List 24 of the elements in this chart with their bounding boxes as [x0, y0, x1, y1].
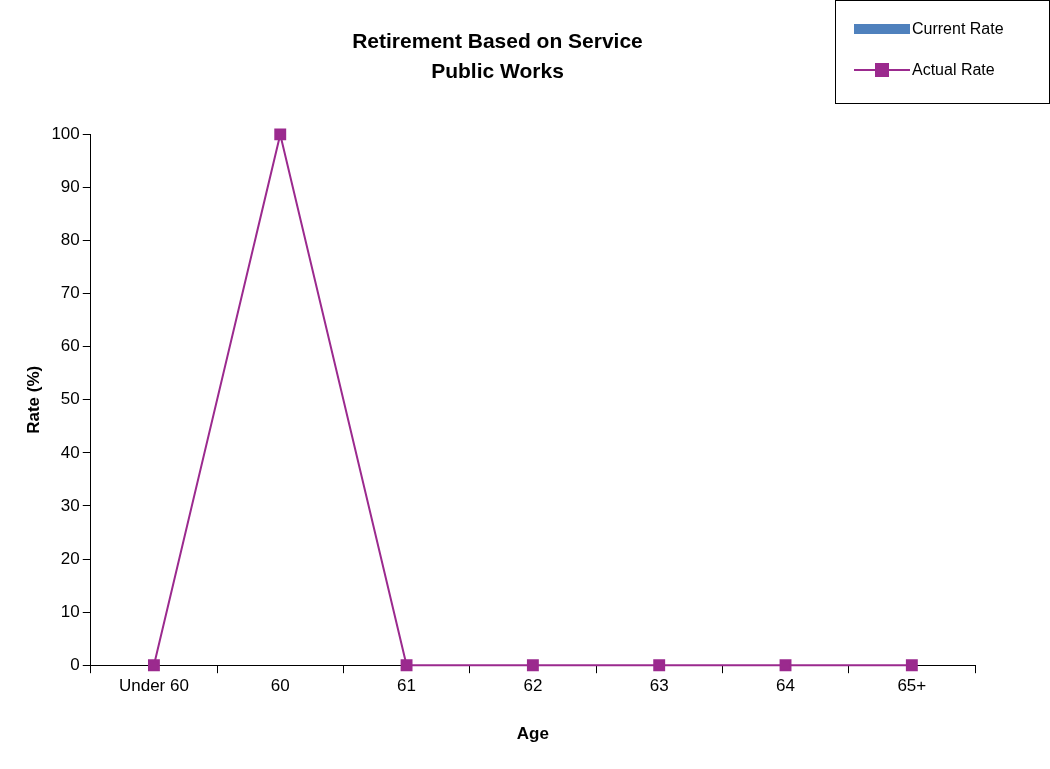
- y-tick-label: 60: [60, 336, 80, 356]
- y-tick-label: 80: [60, 230, 80, 250]
- legend-label: Current Rate: [912, 19, 1004, 38]
- x-tick-label: Under 60: [118, 676, 189, 696]
- y-tick-label: 70: [60, 283, 80, 303]
- chart-subtitle: Public Works: [431, 58, 564, 82]
- y-tick-label: 100: [51, 124, 80, 144]
- x-tick-label: 61: [397, 676, 417, 696]
- y-tick-label: 50: [60, 389, 80, 409]
- y-tick-label: 0: [70, 654, 80, 674]
- y-tick-label: 30: [60, 495, 80, 515]
- y-tick-label: 10: [60, 601, 80, 621]
- x-tick-label: 62: [523, 676, 543, 696]
- y-axis-title: Rate (%): [23, 365, 43, 434]
- legend-label: Actual Rate: [912, 60, 995, 79]
- y-tick-label: 90: [60, 177, 80, 197]
- x-tick-label: 60: [270, 676, 290, 696]
- x-tick-label: 65+: [897, 676, 927, 696]
- chart-title: Retirement Based on Service: [352, 29, 643, 53]
- x-axis-title: Age: [516, 724, 549, 744]
- x-tick-label: 63: [649, 676, 669, 696]
- x-tick-label: 64: [776, 676, 795, 696]
- y-tick-label: 20: [60, 548, 80, 568]
- y-tick-label: 40: [60, 442, 80, 462]
